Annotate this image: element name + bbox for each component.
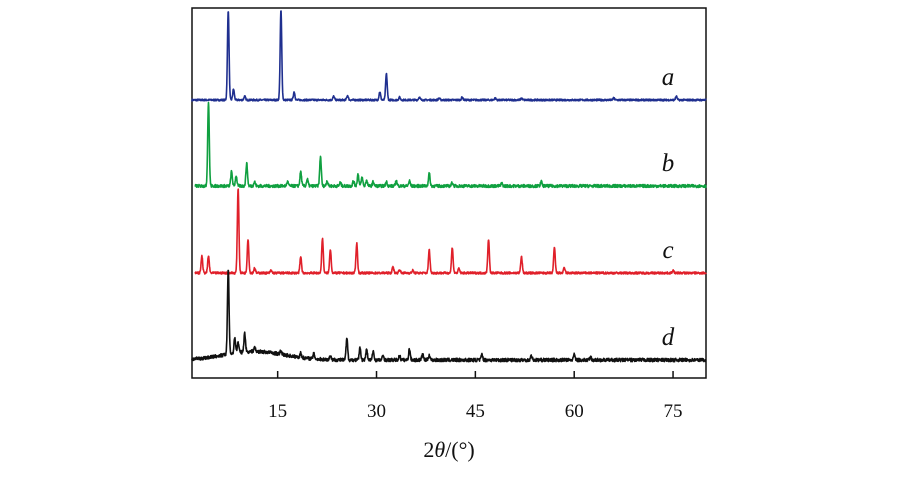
x-tick-label: 75 xyxy=(664,401,683,422)
series-label-a: a xyxy=(662,64,675,91)
series-traces xyxy=(191,10,707,363)
plot-frame xyxy=(191,7,707,379)
series-labels: a b c d xyxy=(662,64,675,351)
series-b-trace xyxy=(194,101,707,189)
x-tick-label: 60 xyxy=(565,401,584,422)
x-tick-label: 45 xyxy=(466,401,485,422)
series-label-d: d xyxy=(662,324,675,351)
series-c-trace xyxy=(194,188,707,275)
series-d-trace xyxy=(191,269,707,363)
x-tick-label: 30 xyxy=(367,401,386,422)
x-axis: 15 30 45 60 75 xyxy=(268,371,683,422)
series-label-c: c xyxy=(662,237,673,264)
x-tick-label: 15 xyxy=(268,401,287,422)
series-a-trace xyxy=(191,10,707,102)
x-axis-title: 2θ/(°) xyxy=(423,437,474,462)
series-label-b: b xyxy=(662,150,675,177)
